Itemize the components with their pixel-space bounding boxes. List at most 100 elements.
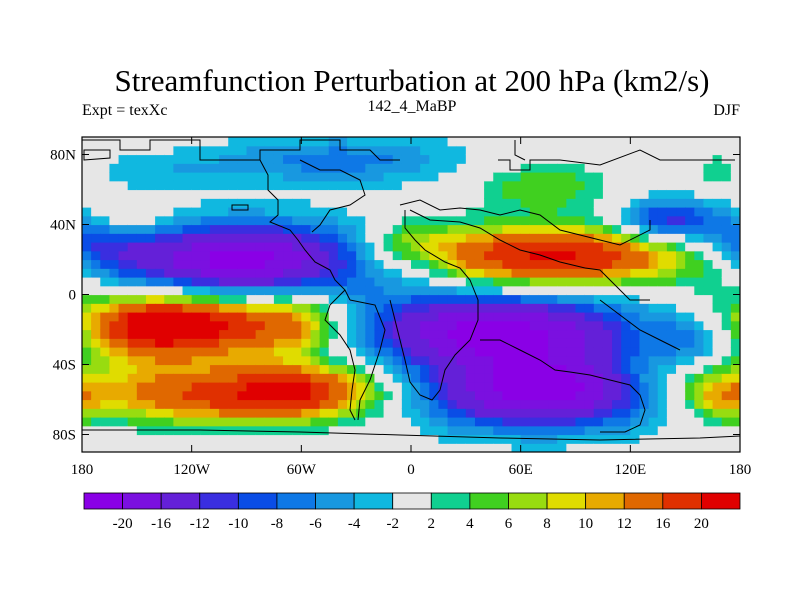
field-cell — [493, 215, 503, 226]
field-cell — [657, 312, 668, 322]
field-cell — [529, 163, 540, 173]
field-cell — [566, 250, 577, 261]
field-cell — [575, 154, 586, 164]
field-cell — [145, 347, 156, 357]
field-cell — [566, 189, 577, 199]
field-cell — [712, 198, 723, 208]
field-cell — [347, 303, 357, 313]
field-cell — [91, 347, 101, 357]
field-cell — [575, 338, 586, 348]
field-cell — [657, 180, 668, 191]
field-cell — [264, 180, 275, 191]
field-cell — [173, 373, 184, 383]
field-cell — [91, 312, 101, 322]
field-cell — [209, 338, 220, 348]
field-cell — [292, 382, 302, 392]
field-cell — [209, 242, 220, 252]
field-cell — [383, 145, 394, 156]
field-cell — [657, 320, 668, 331]
field-cell — [548, 224, 558, 234]
field-cell — [118, 242, 129, 252]
field-cell — [365, 215, 376, 226]
colorbar-label: 2 — [428, 516, 436, 532]
field-cell — [411, 285, 421, 296]
field-cell — [264, 373, 275, 383]
field-cell — [474, 198, 485, 208]
field-cell — [621, 145, 631, 156]
field-cell — [136, 277, 147, 287]
field-cell — [721, 250, 732, 261]
field-cell — [145, 137, 156, 147]
field-cell — [145, 312, 156, 322]
field-cell — [82, 382, 92, 392]
field-cell — [392, 294, 403, 304]
field-cell — [584, 329, 595, 339]
field-cell — [502, 268, 513, 278]
field-cell — [145, 294, 156, 304]
field-cell — [538, 198, 549, 208]
field-cell — [566, 180, 577, 191]
field-cell — [246, 312, 257, 322]
field-cell — [136, 163, 147, 173]
field-cell — [347, 434, 357, 444]
field-cell — [365, 434, 376, 444]
field-cell — [456, 277, 467, 287]
field-cell — [383, 443, 394, 452]
field-cell — [118, 233, 129, 243]
field-cell — [109, 207, 120, 217]
field-cell — [136, 224, 147, 234]
field-cell — [429, 303, 440, 313]
field-cell — [602, 268, 613, 278]
field-cell — [584, 198, 595, 208]
field-cell — [648, 329, 659, 339]
field-cell — [319, 329, 330, 339]
field-cell — [676, 137, 686, 147]
field-cell — [383, 154, 394, 164]
field-cell — [721, 259, 732, 269]
field-cell — [145, 320, 156, 331]
field-cell — [676, 390, 686, 401]
field-cell — [712, 417, 723, 427]
field-cell — [136, 268, 147, 278]
field-cell — [200, 242, 211, 252]
field-cell — [164, 215, 174, 226]
field-cell — [155, 277, 165, 287]
field-cell — [621, 294, 631, 304]
field-cell — [356, 198, 366, 208]
field-cell — [347, 355, 357, 366]
field-cell — [118, 277, 129, 287]
field-cell — [630, 259, 641, 269]
field-cell — [657, 137, 668, 147]
field-cell — [191, 312, 202, 322]
field-cell — [676, 215, 686, 226]
field-cell — [538, 250, 549, 261]
field-cell — [100, 320, 111, 331]
field-cell — [319, 189, 330, 199]
field-cell — [191, 233, 202, 243]
field-cell — [365, 355, 376, 366]
field-cell — [191, 189, 202, 199]
field-cell — [237, 355, 248, 366]
field-cell — [566, 364, 577, 374]
field-cell — [182, 338, 193, 348]
field-cell — [228, 399, 238, 409]
field-cell — [703, 207, 714, 217]
field-cell — [484, 154, 494, 164]
field-cell — [273, 224, 284, 234]
field-cell — [411, 294, 421, 304]
field-cell — [273, 364, 284, 374]
field-cell — [173, 215, 184, 226]
field-cell — [511, 364, 522, 374]
field-cell — [676, 347, 686, 357]
field-cell — [520, 443, 531, 452]
field-cell — [520, 224, 531, 234]
field-cell — [429, 145, 440, 156]
field-cell — [420, 207, 430, 217]
field-cell — [264, 207, 275, 217]
field-cell — [511, 347, 522, 357]
field-cell — [173, 399, 184, 409]
field-cell — [356, 338, 366, 348]
field-cell — [520, 347, 531, 357]
field-cell — [374, 408, 385, 418]
field-cell — [685, 233, 695, 243]
